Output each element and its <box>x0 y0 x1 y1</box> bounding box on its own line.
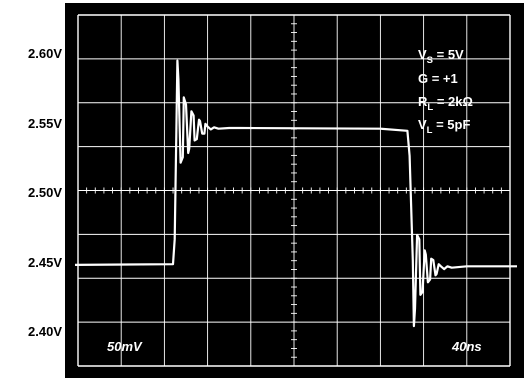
y-tick-label: 2.45V <box>28 255 62 270</box>
vertical-scale-label: 50mV <box>107 339 143 354</box>
condition-vs: VS = 5V <box>418 47 464 66</box>
conditions-legend: VS = 5V G = +1 RL = 2kΩ VL = 5pF <box>418 47 473 136</box>
y-tick-label: 2.55V <box>28 116 62 131</box>
y-tick-label: 2.60V <box>28 46 62 61</box>
y-tick-label: 2.50V <box>28 185 62 200</box>
condition-vl: VL = 5pF <box>418 117 470 136</box>
condition-gain: G = +1 <box>418 71 458 86</box>
waveform-trace <box>74 59 517 328</box>
horizontal-scale-label: 40ns <box>451 339 482 354</box>
y-tick-label: 2.40V <box>28 324 62 339</box>
condition-rl: RL = 2kΩ <box>418 94 473 113</box>
graticule <box>77 14 511 367</box>
